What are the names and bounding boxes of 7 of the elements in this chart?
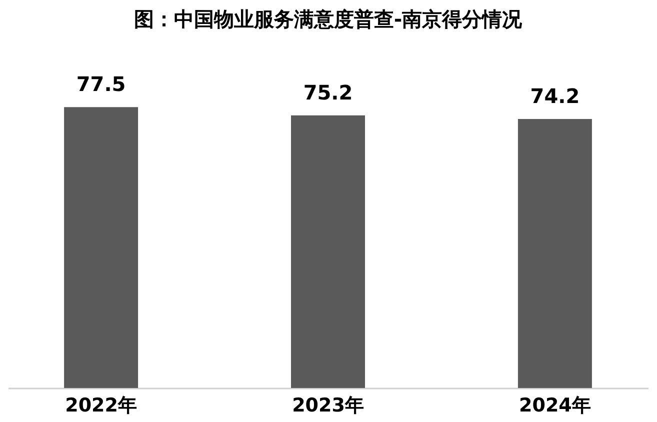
x-tick-label: 2023年 (292, 394, 364, 416)
x-tick-label: 2024年 (519, 394, 591, 416)
data-label: 74.2 (530, 84, 580, 108)
data-label: 75.2 (303, 80, 353, 104)
data-label: 77.5 (76, 72, 126, 96)
chart-title: 图：中国物业服务满意度普查-南京得分情况 (134, 7, 524, 32)
x-tick-label: 2022年 (65, 394, 137, 416)
